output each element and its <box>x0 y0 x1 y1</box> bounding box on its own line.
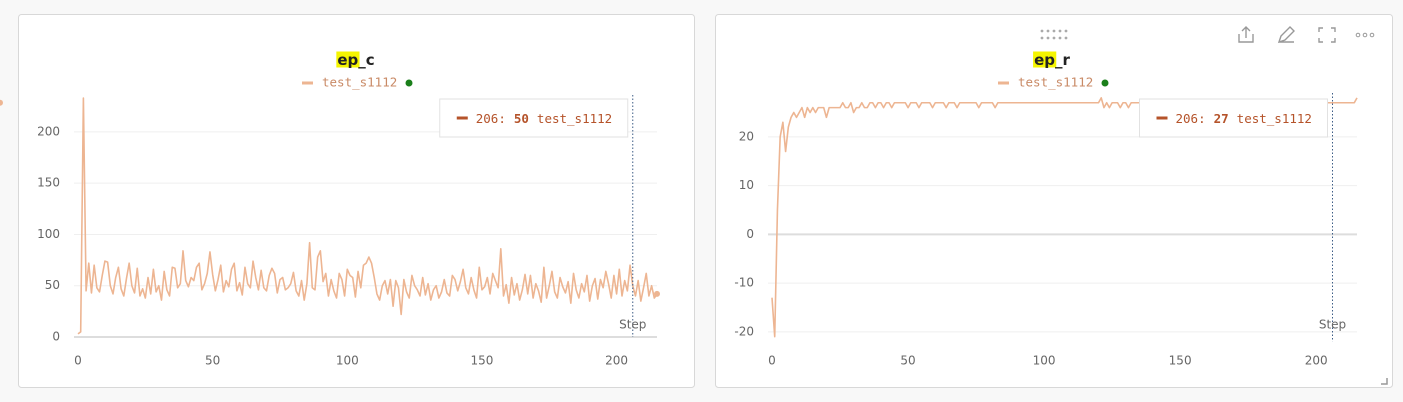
x-tick-label: 200 <box>1305 354 1328 368</box>
export-icon[interactable] <box>1238 26 1254 43</box>
y-tick-label: 20 <box>739 129 754 143</box>
title-highlight: ep <box>1034 51 1055 69</box>
x-tick-label: 100 <box>1033 354 1056 368</box>
title-text: _r <box>1055 51 1071 69</box>
title-text: _c <box>358 51 374 69</box>
y-tick-label: 50 <box>45 278 60 292</box>
hover-text: 206: 27 test_s1112 <box>1176 111 1312 126</box>
x-axis-label: Step <box>1319 318 1346 332</box>
more-icon[interactable] <box>1355 32 1375 38</box>
y-tick-label: 200 <box>37 124 60 138</box>
hover-series: test_s1112 <box>537 111 612 126</box>
x-tick-label: 50 <box>205 354 220 368</box>
edit-icon[interactable] <box>1277 26 1295 44</box>
title-highlight-bg <box>336 51 360 68</box>
hover-value: 50 <box>514 111 529 126</box>
hover-step: 206: <box>476 111 506 126</box>
x-tick-label: 200 <box>605 354 628 368</box>
x-tick-label: 150 <box>471 354 494 368</box>
hover-box <box>1139 98 1329 138</box>
hover-series: test_s1112 <box>1237 111 1312 126</box>
chart-title: ep_c <box>337 51 374 69</box>
y-tick-label: 100 <box>37 227 60 241</box>
fullscreen-icon[interactable] <box>1318 27 1336 43</box>
x-tick-label: 150 <box>1169 354 1192 368</box>
hover-box <box>439 98 629 138</box>
y-tick-label: 0 <box>52 330 60 344</box>
x-tick-label: 50 <box>900 354 915 368</box>
y-tick-label: 150 <box>37 176 60 190</box>
x-axis-label: Step <box>619 318 646 332</box>
legend-label: test_s1112 <box>1018 75 1093 90</box>
chart-title: ep_r <box>1034 51 1070 69</box>
hover-text: 206: 50 test_s1112 <box>476 111 612 126</box>
resize-handle[interactable] <box>1381 378 1388 385</box>
hover-value: 27 <box>1214 111 1229 126</box>
series-line <box>77 97 658 335</box>
y-tick-label: -10 <box>734 276 754 290</box>
title-highlight-bg <box>1033 51 1057 68</box>
x-tick-label: 0 <box>768 354 776 368</box>
legend-label: test_s1112 <box>322 75 397 90</box>
panel <box>18 14 695 388</box>
drag-handle[interactable] <box>1040 29 1068 40</box>
y-tick-label: -20 <box>734 324 754 338</box>
legend-status <box>1101 79 1109 87</box>
title-highlight: ep <box>337 51 358 69</box>
x-tick-label: 0 <box>74 354 82 368</box>
legend-status <box>405 79 413 87</box>
y-tick-label: 0 <box>746 227 754 241</box>
x-tick-label: 100 <box>336 354 359 368</box>
end-point <box>654 290 660 297</box>
y-tick-label: 10 <box>739 178 754 192</box>
end-point <box>0 99 3 106</box>
hover-step: 206: <box>1176 111 1206 126</box>
